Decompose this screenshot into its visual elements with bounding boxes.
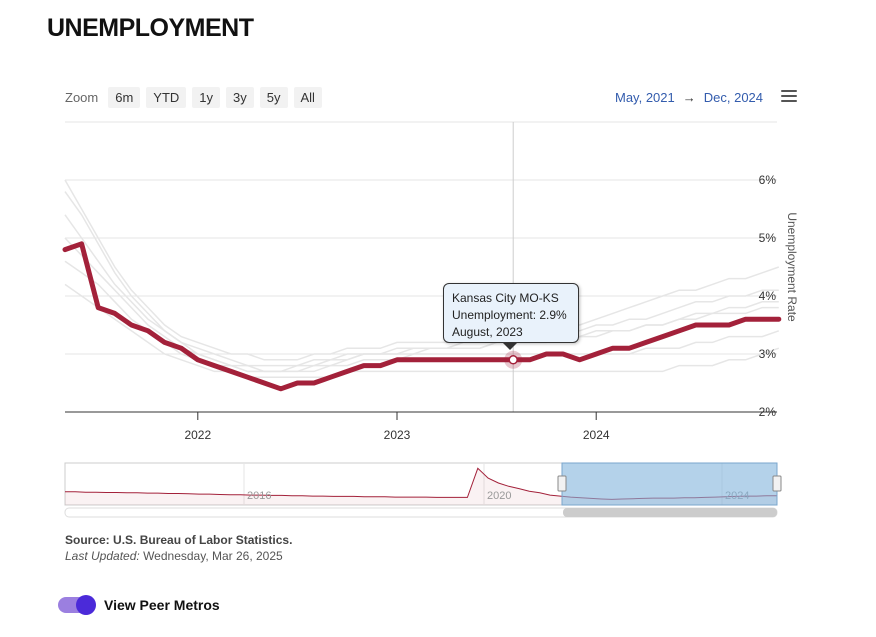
x-tick-label: 2024 — [583, 428, 610, 442]
date-range: May, 2021 → Dec, 2024 — [615, 90, 763, 105]
zoom-bar: Zoom 6m YTD 1y 3y 5y All — [65, 87, 322, 108]
tooltip-value: Unemployment: 2.9% — [452, 308, 567, 322]
navigator-right-handle[interactable] — [772, 475, 782, 492]
tooltip: Kansas City MO-KS Unemployment: 2.9% Aug… — [443, 283, 579, 350]
updated-text: Wednesday, Mar 26, 2025 — [143, 549, 283, 563]
zoom-3y-button[interactable]: 3y — [226, 87, 254, 108]
page-title: UNEMPLOYMENT — [47, 14, 254, 42]
zoom-1y-button[interactable]: 1y — [192, 87, 221, 108]
peer-toggle-label[interactable]: View Peer Metros — [104, 597, 220, 613]
highlight-point[interactable] — [508, 355, 518, 365]
navigator-selection[interactable] — [561, 462, 778, 506]
peer-series-line — [64, 179, 780, 361]
series-line-kansas-city[interactable] — [62, 241, 782, 392]
x-tick-label: 2022 — [184, 428, 211, 442]
peer-toggle-switch[interactable] — [58, 595, 96, 615]
x-ticks: 2022 2023 2024 — [184, 412, 610, 442]
y-tick-label: 5% — [759, 231, 777, 245]
hamburger-menu-icon[interactable] — [781, 90, 797, 104]
grid-lines — [65, 121, 777, 355]
source-text: U.S. Bureau of Labor Statistics. — [113, 533, 293, 547]
range-to[interactable]: Dec, 2024 — [703, 90, 764, 105]
y-tick-label: 6% — [759, 173, 777, 187]
range-from[interactable]: May, 2021 — [615, 90, 675, 105]
zoom-6m-button[interactable]: 6m — [108, 87, 141, 108]
navigator-area — [65, 468, 777, 505]
y-tick-label: 2% — [759, 405, 777, 419]
navigator[interactable]: 201620202024 — [64, 462, 782, 518]
zoom-label: Zoom — [65, 90, 99, 105]
peer-series-line — [64, 283, 780, 378]
tooltip-metro: Kansas City MO-KS — [452, 291, 559, 305]
source-label: Source: — [65, 533, 110, 547]
tooltip-date: August, 2023 — [452, 325, 523, 339]
navigator-label: 2016 — [247, 490, 271, 502]
x-tick-label: 2023 — [384, 428, 411, 442]
toggle-knob — [76, 595, 96, 615]
zoom-all-button[interactable]: All — [293, 87, 322, 108]
zoom-5y-button[interactable]: 5y — [259, 87, 288, 108]
y-ticks: 2% 3% 4% 5% 6% — [759, 173, 777, 419]
scrollbar-thumb[interactable] — [563, 508, 777, 517]
peer-toggle-group[interactable]: View Peer Metros — [58, 595, 220, 615]
navigator-label: 2020 — [487, 490, 511, 502]
y-tick-label: 4% — [759, 289, 777, 303]
navigator-left-handle[interactable] — [557, 475, 567, 492]
y-axis-label: Unemployment Rate — [785, 212, 799, 322]
source-block: Source: U.S. Bureau of Labor Statistics.… — [65, 532, 292, 564]
updated-label: Last Updated: — [65, 549, 140, 563]
zoom-ytd-button[interactable]: YTD — [146, 87, 187, 108]
y-tick-label: 3% — [759, 347, 777, 361]
peer-series-line — [64, 260, 780, 373]
range-arrow-icon: → — [682, 90, 696, 105]
